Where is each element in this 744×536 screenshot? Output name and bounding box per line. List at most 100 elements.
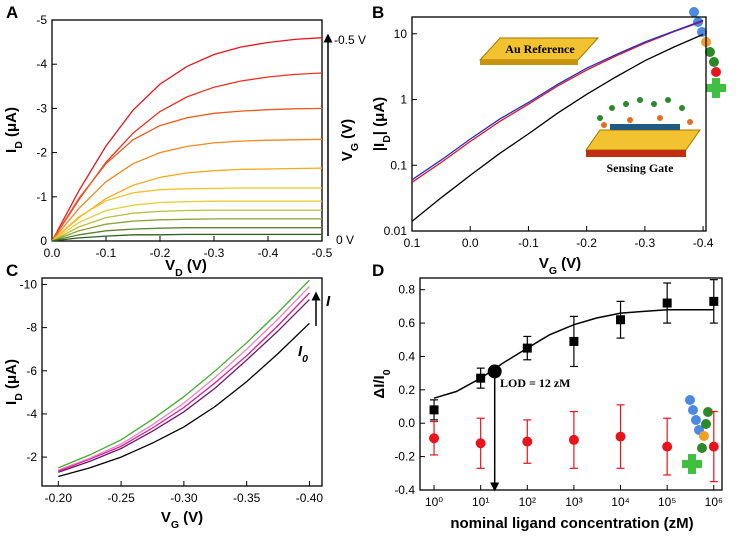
x-tick-label: 0.0: [44, 246, 61, 260]
y-tick-label: 0.1: [390, 158, 407, 172]
series-line: [411, 33, 704, 222]
arrow-label-part: 0: [302, 353, 308, 365]
x-axis-title-part: G: [549, 265, 557, 277]
y-tick-label: 0.01: [384, 224, 408, 238]
y-tick-label: -0.2: [394, 450, 415, 464]
x-tick-label: 0.0: [462, 236, 479, 250]
x-tick-label: -0.1: [518, 236, 539, 250]
gate-label-part: (V): [339, 119, 356, 143]
arrow-label-part: I: [326, 293, 331, 310]
series-line: [51, 167, 323, 242]
series-line: [51, 233, 322, 242]
data-point: [429, 433, 440, 444]
x-tick-label: -0.20: [45, 491, 73, 505]
y-axis-title-part: I: [3, 149, 20, 153]
data-point: [476, 373, 486, 383]
series-line: [51, 138, 323, 242]
x-axis-title-part: G: [171, 519, 179, 531]
x-tick-label: -0.40: [296, 491, 324, 505]
y-axis-title-part: 0: [381, 369, 393, 375]
y-axis-title: ID (μA): [3, 107, 25, 153]
y-tick-label: 10: [394, 27, 408, 41]
y-tick-label: -2: [26, 450, 37, 464]
y-tick-label: -0.4: [394, 483, 415, 497]
gate-label: VG (V): [339, 119, 361, 161]
au-reference-edge: [480, 60, 578, 65]
data-point: [522, 343, 532, 353]
data-point: [615, 431, 626, 442]
series-line: [58, 292, 310, 472]
series-line: [51, 227, 322, 242]
x-tick-label: -0.2: [150, 246, 171, 260]
series-line: [51, 107, 323, 242]
data-point: [708, 441, 719, 452]
x-axis-title: VG (V): [539, 255, 581, 277]
y-tick-label: -10: [20, 277, 38, 291]
y-axis-title-part: ΔI/I: [371, 375, 388, 398]
series-line: [411, 20, 704, 183]
series-line: [51, 200, 322, 242]
data-point: [568, 434, 579, 445]
data-point: [475, 438, 486, 449]
x-tick-label: -0.3: [635, 236, 656, 250]
x-tick-label: -0.2: [576, 236, 597, 250]
x-axis-title-part: (V): [179, 509, 203, 526]
annotation: -0.5 V: [334, 33, 366, 47]
plot-frame: [419, 277, 723, 491]
x-tick-label: 10⁴: [611, 495, 630, 509]
y-tick-label: -2: [36, 146, 47, 160]
x-axis-title-part: V: [165, 257, 175, 274]
x-tick-label: -0.4: [693, 236, 714, 250]
y-tick-label: 0: [40, 234, 47, 248]
x-tick-label: -0.35: [233, 491, 261, 505]
y-tick-label: 1: [400, 93, 407, 107]
x-tick-label: -0.5: [312, 246, 333, 260]
y-axis-title: ΔI/I0: [371, 369, 393, 398]
y-axis-title-part: D: [13, 393, 25, 401]
x-tick-label: 10²: [519, 495, 536, 509]
series-line: [51, 37, 323, 242]
x-tick-label: 10⁰: [425, 495, 443, 509]
y-tick-label: -6: [26, 364, 37, 378]
panel-label: D: [372, 261, 384, 280]
x-tick-label: -0.30: [170, 491, 198, 505]
y-axis-title-part: | (μA): [371, 97, 388, 135]
y-tick-label: 0.2: [398, 383, 415, 397]
x-tick-label: 10⁶: [705, 495, 723, 509]
x-tick-label: -0.4: [258, 246, 279, 260]
y-axis-title: ID (μA): [3, 359, 25, 405]
series-line: [411, 19, 704, 181]
gate-label-part: V: [339, 151, 356, 161]
gate-label-part: G: [349, 143, 361, 151]
panel-label: C: [6, 261, 18, 280]
y-axis-title-part: (μA): [3, 107, 20, 141]
x-tick-label: 10¹: [472, 495, 489, 509]
sensing-gate-edge: [586, 150, 686, 157]
x-axis-title-part: V: [161, 509, 171, 526]
y-tick-label: -5: [36, 13, 47, 27]
data-point: [522, 436, 533, 447]
y-tick-label: 0.4: [398, 349, 415, 363]
y-axis-title-part: D: [13, 141, 25, 149]
x-axis-title-part: V: [539, 255, 549, 272]
series-line: [58, 286, 310, 471]
plot-frame: [411, 16, 707, 232]
x-axis-title-part: (V): [183, 257, 207, 274]
arrow-label: I: [326, 293, 331, 310]
data-point: [569, 336, 579, 346]
panel-label: B: [372, 3, 384, 22]
data-point: [662, 441, 673, 452]
y-tick-label: -4: [36, 57, 47, 71]
series-line: [58, 322, 310, 478]
series-line: [58, 299, 310, 473]
x-axis-title: VG (V): [161, 509, 203, 531]
x-axis-title-part: nominal ligand concentration (zM): [450, 515, 693, 532]
x-tick-label: 0.1: [404, 236, 421, 250]
y-axis-title-part: D: [381, 135, 393, 143]
x-tick-label: -0.1: [96, 246, 117, 260]
x-axis-title-part: D: [175, 267, 183, 279]
y-tick-label: -3: [36, 101, 47, 115]
x-axis-title: VD (V): [165, 257, 207, 279]
annotation: 0 V: [336, 233, 354, 247]
